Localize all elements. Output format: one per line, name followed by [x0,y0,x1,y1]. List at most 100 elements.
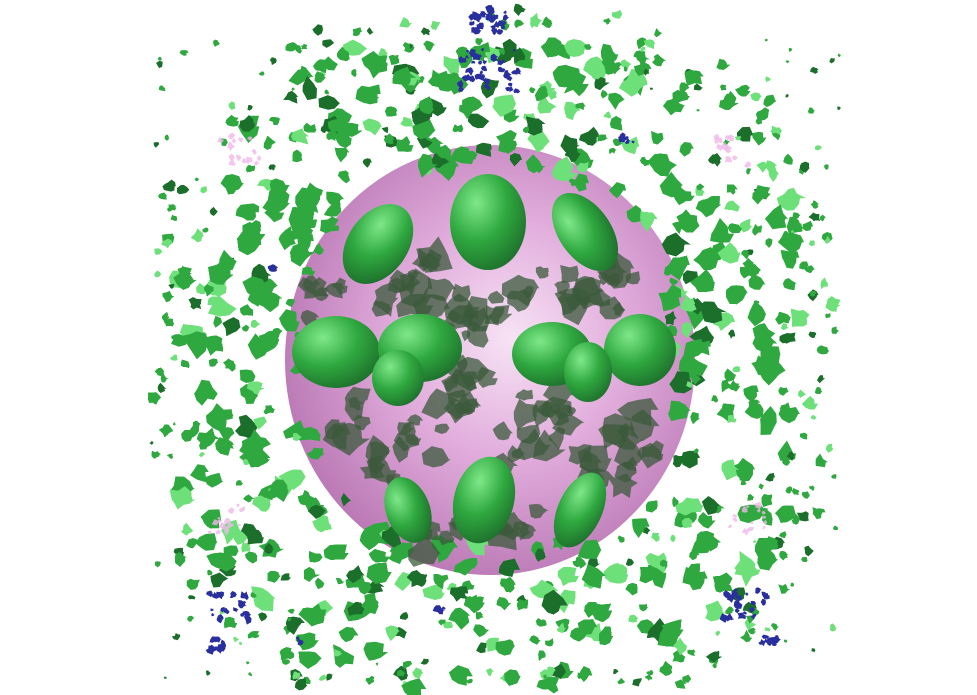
shell-fragment [723,93,736,105]
pink-fragment [756,509,761,513]
shell-fragment [400,612,409,620]
blue-fragment [216,613,224,624]
shell-fragment [717,242,741,264]
shell-fragment [652,54,666,67]
blue-fragment [442,606,446,610]
shell-fragment [303,182,323,206]
shell-fragment [159,424,174,438]
shell-fragment [193,421,201,428]
pink-fragment [207,530,212,535]
pink-fragment [732,517,738,523]
inner-fragment [515,389,534,401]
shell-fragment [163,318,175,327]
shell-fragment [320,216,339,234]
shell-fragment [790,308,810,327]
spray-fragment [825,313,831,318]
spray-fragment [825,443,834,453]
inner-fragment [566,404,577,416]
blue-fragment [478,54,483,58]
shell-fragment [237,222,266,249]
pink-fragment [724,155,732,163]
shell-fragment [750,92,762,102]
inner-fragment [344,386,371,422]
pink-fragment [746,505,750,509]
shell-fragment [756,107,769,121]
spray-fragment [164,134,170,141]
shell-fragment [812,507,826,520]
pink-fragment [724,135,731,141]
inner-fragment [421,388,461,420]
blue-fragment [209,636,217,643]
shell-fragment [247,333,270,360]
blue-fragment [772,641,777,647]
shell-fragment [188,425,199,438]
blue-fragment [631,140,636,144]
shell-fragment [679,82,690,92]
pink-fragment [226,521,235,529]
shell-fragment [315,577,325,590]
spray-fragment [239,641,243,646]
blue-fragment [217,642,227,652]
shell-fragment [346,565,365,584]
spray-fragment [287,617,292,622]
shell-fragment [689,550,700,561]
shell-fragment [724,200,740,212]
shell-fragment [448,607,471,630]
shell-fragment [196,282,207,294]
shell-fragment [747,494,755,501]
shell-fragment [824,236,831,244]
blue-fragment [220,607,226,613]
shell-fragment [778,583,791,594]
inner-fragment [507,445,523,463]
shell-fragment [809,290,817,297]
spray-fragment [801,491,810,499]
shell-fragment [752,185,771,205]
shell-fragment [523,126,530,133]
shell-fragment [288,207,317,232]
inner-fragment [560,265,579,283]
blue-fragment [737,612,747,619]
shell-fragment [557,567,579,586]
inner-fragment [469,307,488,333]
shell-fragment [270,178,290,197]
shell-fragment [177,185,190,195]
spray-fragment [543,674,547,679]
shell-fragment [498,558,520,577]
spray-fragment [375,662,379,666]
inner-fragment [450,368,478,392]
shell-fragment [443,55,463,77]
inner-fragment [405,434,422,446]
shell-fragment [166,453,173,460]
shell-fragment [625,583,638,596]
shell-fragment [740,262,758,279]
blue-fragment [619,132,628,141]
inner-fragment [446,400,467,420]
shell-fragment [328,118,347,133]
shell-fragment [338,170,350,184]
blue-fragment [206,590,214,598]
pink-fragment [254,160,259,166]
shell-fragment [429,150,450,169]
inner-fragment [412,247,440,271]
spray-fragment [163,676,168,679]
shell-fragment [546,666,556,677]
spray-fragment [613,669,619,675]
shell-fragment [536,618,547,627]
shell-fragment [693,448,699,453]
blue-fragment [750,600,757,606]
shell-fragment [664,311,677,326]
shell-fragment [300,427,321,441]
lobe-bottom-right [553,472,607,548]
shell-fragment [362,158,372,168]
inner-fragment [487,290,505,304]
shell-fragment [241,324,250,332]
shell-fragment [642,527,651,535]
shell-fragment [258,612,268,622]
spray-fragment [829,57,835,64]
shell-fragment [752,329,777,353]
shell-fragment [608,92,625,110]
shell-fragment [280,573,292,581]
shell-fragment [744,620,756,631]
shell-fragment [775,505,796,523]
blue-fragment [473,15,481,21]
